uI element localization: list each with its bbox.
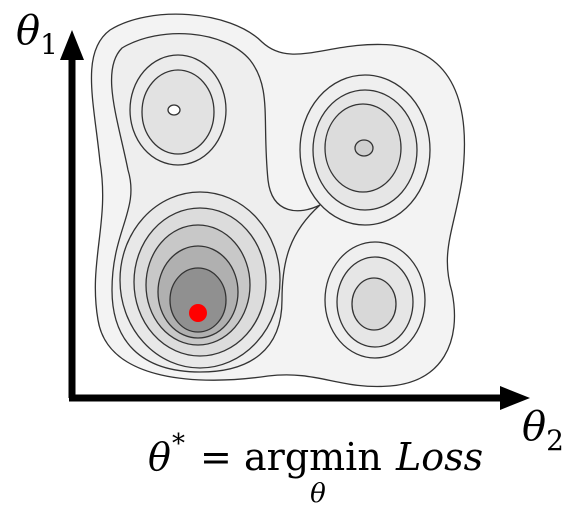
y-axis-label: θ1 xyxy=(16,8,58,61)
formula-lhs: θ xyxy=(148,435,171,479)
formula-superscript: * xyxy=(172,429,185,459)
minimum-point xyxy=(189,304,207,322)
formula-equals: = xyxy=(200,435,232,479)
formula: θ * = argmin θ Loss xyxy=(148,429,483,509)
contour xyxy=(351,277,397,331)
y-axis-symbol: θ xyxy=(16,8,40,54)
contour xyxy=(354,139,374,157)
x-axis-subscript: 2 xyxy=(546,424,564,457)
contour xyxy=(169,267,227,333)
contour-plot xyxy=(90,13,466,388)
formula-operator-subscript: θ xyxy=(310,479,326,509)
formula-operator: argmin xyxy=(244,435,382,479)
x-axis-label: θ2 xyxy=(522,404,564,457)
y-axis-arrow xyxy=(60,30,84,60)
x-axis-symbol: θ xyxy=(522,404,546,450)
y-axis-subscript: 1 xyxy=(40,28,58,61)
x-axis-arrow xyxy=(500,386,530,410)
formula-rhs: Loss xyxy=(395,435,483,479)
contour xyxy=(167,104,181,116)
axes xyxy=(60,30,530,410)
